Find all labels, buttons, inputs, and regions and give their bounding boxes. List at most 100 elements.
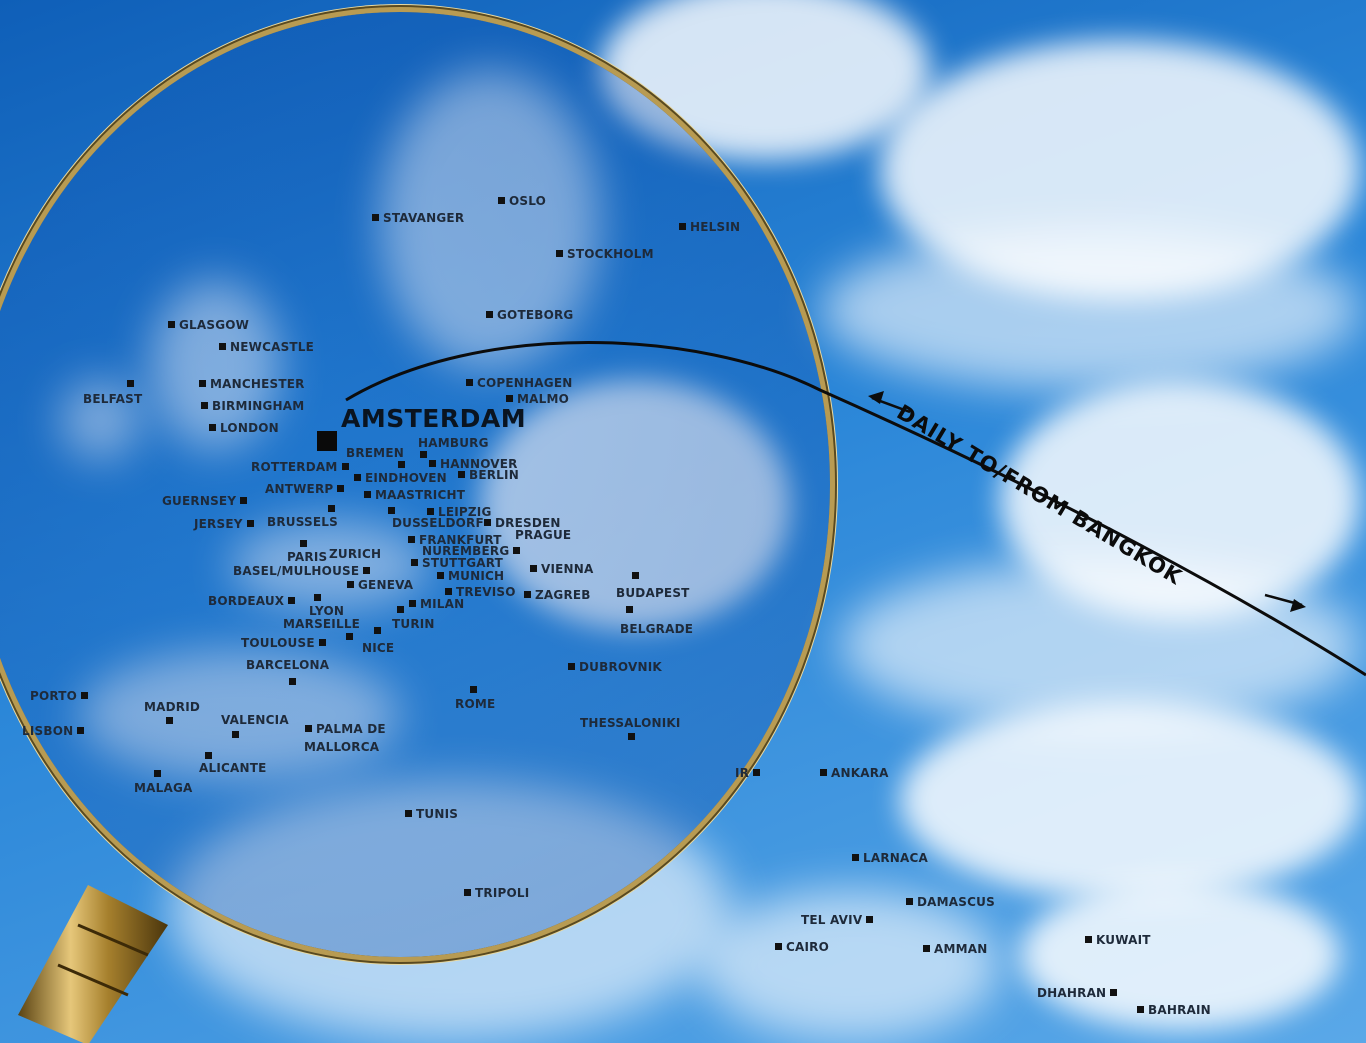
square-marker-icon — [866, 916, 874, 923]
city-name: STUTTGART — [422, 556, 504, 570]
square-marker-icon — [568, 663, 575, 670]
city-label: MILAN — [409, 597, 464, 611]
city-name: MADRID — [144, 700, 201, 714]
city-name: ROME — [455, 697, 496, 711]
city-name: MALLORCA — [304, 740, 380, 754]
city-name: FRANKFURT — [419, 533, 502, 547]
city-label: NUREMBERG — [422, 544, 521, 558]
square-marker-icon — [398, 461, 405, 468]
city-label: TEL AVIV — [801, 913, 874, 927]
city-name: ZURICH — [329, 547, 382, 561]
city-name: ANKARA — [831, 766, 889, 780]
city-label: HANNOVER — [429, 457, 518, 471]
city-name: PORTO — [30, 689, 78, 703]
city-label: MARSEILLE — [283, 617, 360, 631]
city-label: IR — [735, 766, 761, 780]
city-name: DRESDEN — [495, 516, 561, 530]
city-label: STOCKHOLM — [556, 247, 654, 261]
square-marker-icon — [219, 343, 226, 350]
city-label: THESSALONIKI — [580, 716, 681, 730]
city-label: LYON — [309, 604, 344, 618]
city-name: MANCHESTER — [210, 377, 305, 391]
city-name: MAASTRICHT — [375, 488, 466, 502]
city-label: GENEVA — [347, 578, 413, 592]
city-name: TOULOUSE — [241, 636, 315, 650]
city-label: HELSIN — [679, 220, 740, 234]
square-marker-icon — [328, 505, 335, 512]
city-name: CAIRO — [786, 940, 829, 954]
square-marker-icon — [397, 606, 404, 613]
city-name: BORDEAUX — [208, 594, 285, 608]
square-marker-icon — [199, 380, 206, 387]
city-label: MAASTRICHT — [364, 488, 465, 502]
city-name: NICE — [362, 641, 395, 655]
city-label: TURIN — [392, 617, 435, 631]
square-marker-icon — [506, 395, 513, 402]
city-label: STUTTGART — [411, 556, 503, 570]
square-marker-icon — [346, 633, 353, 640]
city-label: LONDON — [209, 421, 279, 435]
square-marker-icon — [1110, 989, 1118, 996]
city-label: COPENHAGEN — [466, 376, 572, 390]
city-label: BIRMINGHAM — [201, 399, 304, 413]
city-label: BELFAST — [83, 392, 142, 406]
square-marker-icon — [437, 572, 444, 579]
city-label: ALICANTE — [199, 761, 267, 775]
city-label: DHAHRAN — [1037, 986, 1118, 1000]
city-label: ROTTERDAM — [251, 460, 349, 474]
city-name: NEWCASTLE — [230, 340, 315, 354]
square-marker-icon — [530, 565, 537, 572]
square-marker-icon — [154, 770, 161, 777]
city-name: PARIS — [287, 550, 328, 564]
square-marker-icon — [458, 471, 465, 478]
square-marker-icon — [166, 717, 173, 724]
city-label: BAHRAIN — [1137, 1003, 1211, 1017]
city-label: LARNACA — [852, 851, 928, 865]
city-name: ROTTERDAM — [251, 460, 338, 474]
square-marker-icon — [923, 945, 930, 952]
city-name: JERSEY — [194, 517, 243, 531]
city-name: VALENCIA — [221, 713, 289, 727]
city-name: MUNICH — [448, 569, 505, 583]
city-label: GOTEBORG — [486, 308, 573, 322]
city-name: IR — [735, 766, 750, 780]
square-marker-icon — [626, 606, 633, 613]
magnifying-glass-icon — [0, 12, 830, 957]
city-name: GLASGOW — [179, 318, 250, 332]
square-marker-icon — [354, 474, 361, 481]
city-name: BAHRAIN — [1148, 1003, 1211, 1017]
city-name: ZAGREB — [535, 588, 591, 602]
city-label: DRESDEN — [484, 516, 561, 530]
city-label: ANTWERP — [265, 482, 345, 496]
square-marker-icon — [288, 597, 296, 604]
square-marker-icon — [201, 402, 208, 409]
city-name: HELSIN — [690, 220, 741, 234]
city-name: VIENNA — [541, 562, 594, 576]
city-name: GUERNSEY — [162, 494, 237, 508]
city-label: MALAGA — [134, 781, 193, 795]
city-name: LEIPZIG — [438, 505, 492, 519]
city-name: MALMO — [517, 392, 570, 406]
city-label: PARIS — [287, 550, 327, 564]
city-label: LEIPZIG — [427, 505, 492, 519]
city-name: BASEL/MULHOUSE — [233, 564, 360, 578]
square-marker-icon — [240, 497, 248, 504]
city-name: COPENHAGEN — [477, 376, 573, 390]
square-marker-icon — [364, 491, 371, 498]
square-marker-icon — [289, 678, 296, 685]
city-label: JERSEY — [194, 517, 254, 531]
city-label: BRUSSELS — [267, 515, 338, 529]
city-name: BERLIN — [469, 468, 519, 482]
square-marker-icon — [679, 223, 686, 230]
city-name: DUBROVNIK — [579, 660, 662, 674]
city-label: NICE — [362, 641, 394, 655]
city-label: DAMASCUS — [906, 895, 995, 909]
city-label: BARCELONA — [246, 658, 329, 672]
city-name: BREMEN — [346, 446, 404, 460]
city-name: HANNOVER — [440, 457, 518, 471]
square-marker-icon — [753, 769, 761, 776]
city-label: MUNICH — [437, 569, 504, 583]
square-marker-icon — [429, 460, 436, 467]
square-marker-icon — [411, 559, 418, 566]
